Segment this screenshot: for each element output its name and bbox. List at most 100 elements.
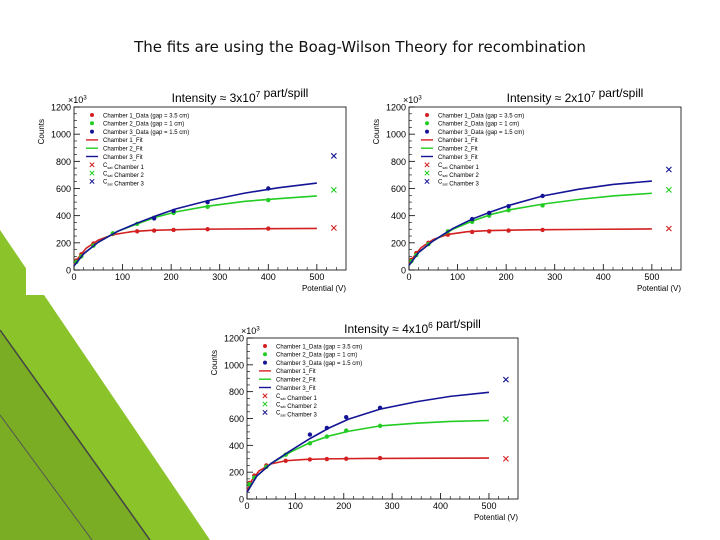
legend-marker (262, 393, 268, 399)
legend-label: Chamber 3_Fit (276, 386, 316, 392)
y-tick-label: 0 (401, 266, 406, 276)
x-tick-label: 200 (499, 272, 514, 282)
data-point-chamber-1 (506, 228, 511, 233)
x-tick-label: 100 (115, 272, 130, 282)
legend-label: Csat Chamber 2 (438, 171, 480, 179)
data-point-chamber-3 (307, 432, 313, 437)
saturation-marker-chamber-2 (665, 186, 672, 193)
data-point-chamber-1 (307, 457, 313, 462)
saturation-marker-chamber-2 (502, 416, 509, 423)
legend-label: Csat Chamber 1 (276, 394, 318, 402)
data-point-chamber-3 (486, 210, 492, 216)
data-point-chamber-3 (344, 414, 349, 420)
y-tick-label: 1000 (51, 130, 71, 140)
y-tick-label: 400 (229, 441, 244, 451)
x-tick-label: 300 (547, 272, 562, 282)
legend-label: Chamber 2_Data (gap = 1 cm) (438, 122, 519, 128)
legend-label: Chamber 3_Data (gap = 1.5 cm) (438, 130, 524, 136)
chart-1: Intensity ≈ 3x107 part/spill 0 200 400 600 80… (37, 86, 347, 293)
data-point-chamber-1 (283, 458, 288, 463)
legend-label: Chamber 3_Fit (438, 155, 478, 161)
legend-marker (90, 121, 94, 126)
x-tick-label: 400 (433, 501, 448, 511)
data-point-chamber-3 (205, 199, 210, 205)
x-tick-label: 100 (288, 501, 303, 511)
y-axis-label: Counts (210, 350, 219, 375)
y-exponent-label: ×103 (241, 325, 260, 336)
x-tick-label: 300 (212, 272, 227, 282)
data-point-chamber-1 (344, 456, 349, 461)
legend-marker (263, 344, 267, 348)
y-tick-label: 1200 (51, 103, 71, 113)
saturation-marker-chamber-1 (665, 225, 672, 232)
x-tick-label: 0 (71, 272, 76, 282)
fit-line-chamber-3 (73, 182, 317, 267)
legend-marker (262, 401, 268, 407)
chart-title: Intensity ≈ 3x107 part/spill (172, 87, 309, 105)
fit-line-chamber-3 (246, 391, 490, 493)
y-tick-label: 0 (66, 266, 71, 276)
x-tick-label: 400 (261, 272, 276, 282)
y-tick-label: 200 (391, 238, 406, 248)
data-point-chamber-2 (540, 203, 545, 208)
data-point-chamber-1 (134, 229, 140, 234)
chart-title: Intensity ≈ 4x106 part/spill (344, 318, 481, 336)
legend-marker (425, 113, 429, 117)
data-point-chamber-1 (151, 228, 157, 233)
legend-label: Chamber 3_Fit (103, 155, 143, 161)
legend-label: Chamber 2_Data (gap = 1 cm) (103, 122, 184, 128)
data-point-chamber-2 (506, 208, 511, 213)
data-point-chamber-3 (540, 193, 545, 199)
legend-label: Csat Chamber 2 (276, 402, 318, 410)
legend-label: Chamber 2_Fit (103, 147, 143, 153)
legend-label: Chamber 2_Fit (276, 378, 316, 384)
data-point-chamber-1 (266, 226, 271, 231)
chart-title: Intensity ≈ 2x107 part/spill (507, 87, 644, 105)
x-tick-label: 300 (385, 501, 400, 511)
data-point-chamber-1 (486, 229, 492, 234)
y-tick-label: 600 (391, 184, 406, 194)
y-tick-label: 0 (239, 495, 244, 505)
y-tick-label: 800 (229, 387, 244, 397)
y-tick-label: 400 (56, 211, 71, 221)
x-tick-label: 500 (644, 272, 659, 282)
legend-label: Chamber 3_Data (gap = 1.5 cm) (276, 361, 362, 367)
chart-2: Intensity ≈ 2x107 part/spill 0 200 400 600 80… (372, 86, 682, 293)
saturation-marker-chamber-3 (665, 166, 672, 173)
legend-marker (89, 170, 95, 176)
legend-label: Chamber 1_Data (gap = 3.5 cm) (103, 113, 189, 119)
x-tick-label: 500 (481, 501, 496, 511)
x-tick-label: 0 (244, 501, 249, 511)
legend-label: Chamber 1_Fit (438, 138, 478, 144)
legend-label: Csat Chamber 3 (103, 180, 145, 188)
y-axis-label: Counts (372, 119, 381, 144)
corner-line-2 (0, 414, 93, 540)
legend-label: Chamber 2_Fit (438, 147, 478, 153)
legend-marker (90, 129, 94, 134)
y-exponent-label: ×103 (68, 94, 87, 105)
legend-marker (89, 162, 95, 168)
legend-label: Chamber 1_Fit (276, 369, 316, 375)
legend-marker (263, 360, 267, 365)
legend-label: Csat Chamber 1 (438, 163, 480, 171)
y-tick-label: 200 (229, 468, 244, 478)
x-axis-label: Potential (V) (637, 284, 681, 293)
y-tick-label: 200 (56, 238, 71, 248)
chart-3: Intensity ≈ 4x106 part/spill 0 200 400 600 80… (210, 317, 519, 522)
legend-label: Chamber 1_Fit (103, 138, 143, 144)
data-point-chamber-1 (469, 229, 475, 235)
y-tick-label: 800 (391, 157, 406, 167)
data-point-chamber-2 (344, 428, 349, 433)
x-tick-label: 500 (309, 272, 324, 282)
data-point-chamber-3 (171, 208, 176, 214)
legend-label: Csat Chamber 3 (276, 411, 318, 419)
fit-line-chamber-1 (73, 227, 317, 266)
data-point-chamber-2 (205, 204, 210, 210)
legend-marker (424, 162, 430, 168)
data-point-chamber-2 (324, 434, 330, 439)
saturation-marker-chamber-1 (330, 224, 337, 231)
legend-marker (425, 121, 429, 126)
corner-line (0, 329, 151, 540)
chart-panel-2: Intensity ≈ 2x107 part/spill 0 200 400 600 80… (361, 86, 689, 295)
